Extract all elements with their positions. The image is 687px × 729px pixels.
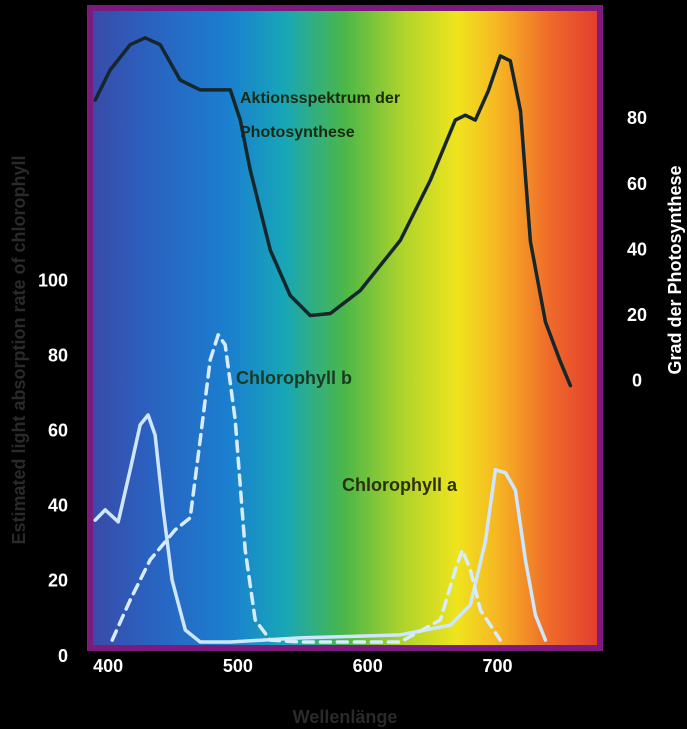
- x-tick-label: 600: [353, 656, 383, 676]
- x-tick-label: 400: [93, 656, 123, 676]
- annotation: Aktionsspektrum der: [240, 90, 400, 107]
- x-tick-label: 700: [482, 656, 512, 676]
- annotation: Photosynthese: [240, 124, 355, 141]
- y-axis-label: Estimated light absorption rate of chlor…: [9, 155, 29, 544]
- y2-tick-label: 60: [627, 174, 647, 194]
- series-line: [110, 333, 503, 644]
- annotation: Chlorophyll a: [342, 475, 458, 495]
- x-tick-label: 500: [223, 656, 253, 676]
- y2-tick-label: 80: [627, 108, 647, 128]
- y2-axis-label: Grad der Photosynthese: [665, 165, 685, 374]
- series-line: [93, 413, 548, 644]
- y-tick-label: 0: [58, 646, 68, 666]
- x-axis-label: Wellenlänge: [293, 707, 398, 727]
- y-tick-label: 60: [48, 421, 68, 441]
- y-tick-label: 80: [48, 346, 68, 366]
- y-tick-label: 40: [48, 496, 68, 516]
- y2-tick-label: 0: [632, 370, 642, 390]
- y-tick-label: 100: [38, 271, 68, 291]
- plot-area: [87, 5, 603, 651]
- y2-tick-label: 20: [627, 305, 647, 325]
- series-line: [93, 36, 573, 388]
- annotation: Chlorophyll b: [236, 368, 352, 388]
- y2-tick-label: 40: [627, 239, 647, 259]
- y-tick-label: 20: [48, 571, 68, 591]
